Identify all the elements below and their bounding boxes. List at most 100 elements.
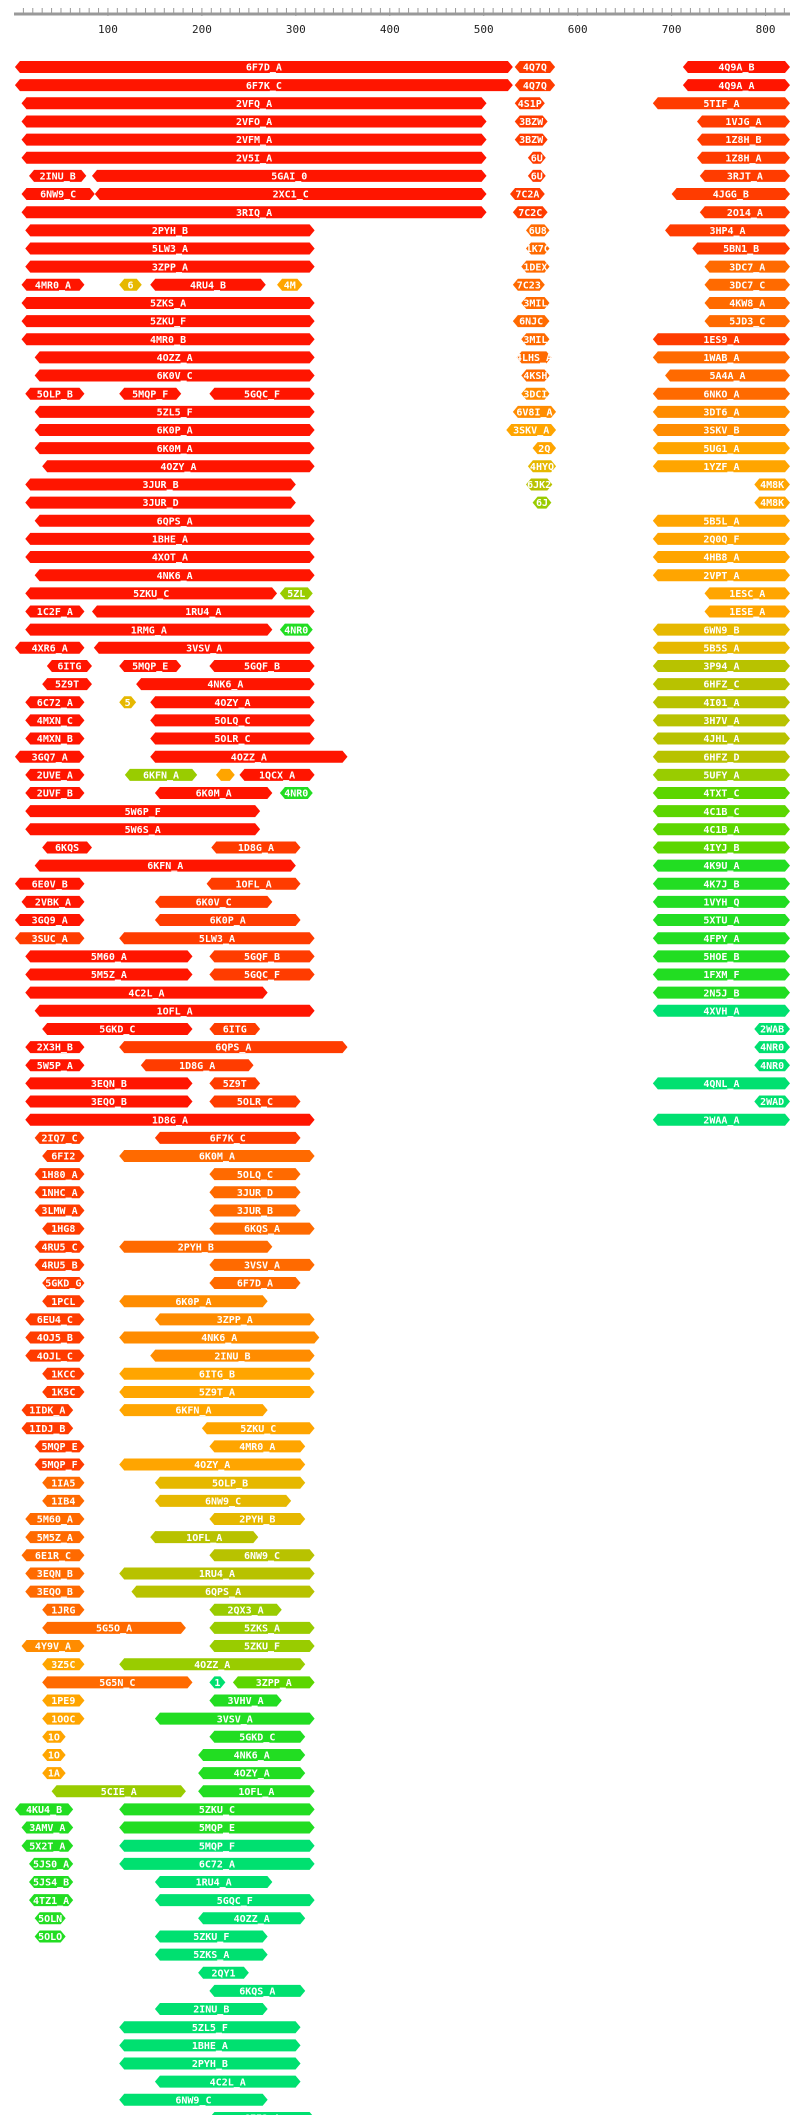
hit-bar[interactable]: 5ZKS_A bbox=[209, 1621, 315, 1635]
hit-bar[interactable]: 2QX3_A bbox=[209, 1603, 282, 1617]
hit-bar[interactable]: 6FI2_A bbox=[209, 2111, 314, 2115]
hit-bar[interactable]: 5LW3_A bbox=[25, 242, 315, 256]
hit-bar[interactable]: 4HB8_A bbox=[652, 551, 790, 564]
hit-bar[interactable]: 1K5C bbox=[42, 1385, 85, 1399]
hit-bar[interactable]: 5B5S_A bbox=[652, 641, 790, 655]
hit-bar[interactable]: 4NK6_A bbox=[119, 1331, 320, 1345]
hit-bar[interactable]: 4OJ5_B bbox=[25, 1331, 85, 1345]
hit-bar[interactable]: 6F7K_C bbox=[154, 1131, 301, 1145]
hit-bar[interactable]: 6F7D_A bbox=[14, 61, 513, 74]
hit-bar[interactable]: 1YZF_A bbox=[652, 460, 790, 473]
hit-bar[interactable]: 4S1P bbox=[514, 97, 545, 110]
hit-bar[interactable]: 3VSV_A bbox=[93, 641, 315, 655]
hit-bar[interactable]: 6U bbox=[527, 169, 546, 183]
hit-bar[interactable]: 6K0P_A bbox=[154, 914, 301, 927]
hit-bar[interactable]: 4MR0_A bbox=[209, 1440, 306, 1453]
hit-bar[interactable]: 1PCL bbox=[42, 1295, 85, 1308]
hit-bar[interactable]: 2WAB bbox=[754, 1022, 790, 1036]
hit-bar[interactable]: 5Z9T bbox=[42, 678, 92, 691]
hit-bar[interactable]: 2V5I_A bbox=[21, 151, 487, 165]
hit-bar[interactable]: 1OFL_A bbox=[34, 1004, 315, 1018]
hit-bar[interactable]: 3JUR_D bbox=[209, 1186, 301, 1199]
hit-bar[interactable]: 1O bbox=[42, 1748, 66, 1762]
hit-bar[interactable]: 3MIL bbox=[521, 296, 550, 310]
hit-bar[interactable]: 4OZY_A bbox=[42, 460, 315, 473]
hit-bar[interactable]: 4OJL_C bbox=[25, 1349, 85, 1363]
hit-bar[interactable]: 6NW9_C bbox=[21, 188, 95, 201]
hit-bar[interactable]: 6QPS_A bbox=[131, 1585, 315, 1599]
hit-bar[interactable]: 4HYQ bbox=[527, 460, 557, 473]
hit-bar[interactable]: 2INU_B bbox=[150, 1349, 315, 1363]
hit-bar[interactable]: 1Z8H_B bbox=[696, 133, 790, 147]
hit-bar[interactable]: 5OLN bbox=[34, 1912, 66, 1925]
hit-bar[interactable]: 3GQ7_A bbox=[14, 750, 85, 764]
hit-bar[interactable]: 5GKD_G bbox=[42, 1277, 85, 1290]
hit-bar[interactable]: 5GQF_B bbox=[209, 950, 315, 963]
hit-bar[interactable]: 4Q7Q bbox=[514, 61, 556, 74]
hit-bar[interactable]: 5GKD_C bbox=[209, 1730, 306, 1744]
hit-bar[interactable]: 4OZY_A bbox=[119, 1458, 306, 1472]
hit-bar[interactable]: 5W6P_F bbox=[25, 805, 261, 818]
hit-bar[interactable]: 4QNL_A bbox=[652, 1077, 790, 1090]
hit-bar[interactable]: 2PYH_B bbox=[119, 2057, 301, 2071]
hit-bar[interactable]: 3HP4_A bbox=[665, 224, 790, 237]
hit-bar[interactable]: 1OFL_A bbox=[150, 1531, 259, 1544]
hit-bar[interactable]: 2VFO_A bbox=[21, 115, 487, 128]
hit-bar[interactable]: 1IDJ_B bbox=[21, 1422, 74, 1435]
hit-bar[interactable]: 1ESE_A bbox=[704, 605, 790, 619]
hit-bar[interactable]: 5GAI_0 bbox=[91, 169, 487, 183]
hit-bar[interactable]: 4K9U_A bbox=[652, 859, 790, 873]
hit-bar[interactable]: 5HOE_B bbox=[652, 950, 790, 963]
hit-bar[interactable]: 5TIF_A bbox=[652, 97, 790, 110]
hit-bar[interactable]: 4OZZ_A bbox=[119, 1658, 306, 1671]
hit-bar[interactable]: 5ZKU_C bbox=[201, 1422, 315, 1435]
hit-bar[interactable]: 1ESC_A bbox=[704, 587, 790, 600]
hit-bar[interactable]: 6J bbox=[532, 496, 552, 510]
hit-bar[interactable]: 4MXN_B bbox=[25, 732, 85, 746]
hit-bar[interactable]: 4Q9A_A bbox=[682, 79, 790, 92]
hit-bar[interactable]: 2O14_A bbox=[699, 206, 790, 219]
hit-bar[interactable]: 5GQC_F bbox=[209, 387, 315, 401]
hit-bar[interactable]: 1OOC bbox=[42, 1712, 85, 1726]
hit-bar[interactable]: 6EU4_C bbox=[25, 1313, 85, 1326]
hit-bar[interactable]: 6QPS_A bbox=[34, 514, 315, 528]
hit-bar[interactable]: 4NR0 bbox=[279, 787, 313, 800]
hit-bar[interactable]: 5ZL5_F bbox=[34, 405, 315, 419]
hit-bar[interactable]: 5X2T_A bbox=[21, 1839, 74, 1853]
hit-bar[interactable]: 6KQS_A bbox=[209, 1222, 315, 1236]
hit-bar[interactable]: 5ZL5_F bbox=[119, 2021, 301, 2034]
hit-bar[interactable]: 5ZKS_A bbox=[21, 296, 315, 310]
hit-bar[interactable]: 2PYH_B bbox=[119, 1240, 273, 1254]
hit-bar[interactable]: 4MXN_C bbox=[25, 714, 85, 727]
hit-bar[interactable]: 5ZKU_C bbox=[119, 1803, 315, 1816]
hit-bar[interactable]: 2UVE_A bbox=[25, 768, 85, 782]
hit-bar[interactable]: 1DEX bbox=[521, 260, 550, 274]
hit-bar[interactable]: 5GQC_F bbox=[209, 968, 315, 982]
hit-bar[interactable]: 3DCI bbox=[521, 387, 550, 401]
hit-bar[interactable]: 5OLQ_C bbox=[209, 1168, 301, 1181]
hit-bar[interactable]: 5ZKU_F bbox=[209, 1640, 315, 1653]
hit-bar[interactable]: 4TZ1_A bbox=[29, 1894, 74, 1907]
hit-bar[interactable]: 5GKD_C bbox=[42, 1022, 193, 1036]
hit-bar[interactable]: 5MQP_F bbox=[119, 1839, 315, 1853]
hit-bar[interactable]: 4M bbox=[277, 278, 303, 292]
hit-bar[interactable]: 6NKO_A bbox=[652, 387, 790, 401]
hit-bar[interactable]: 1 bbox=[209, 1676, 226, 1689]
hit-bar[interactable]: 1HG8 bbox=[42, 1222, 85, 1236]
hit-bar[interactable]: 2VFQ_A bbox=[21, 97, 487, 110]
hit-bar[interactable]: 1BHE_A bbox=[119, 2039, 301, 2052]
hit-bar[interactable]: 4JHL_A bbox=[652, 732, 790, 746]
hit-bar[interactable]: 3DC7_C bbox=[704, 278, 790, 292]
hit-bar[interactable]: 4Q9A_B bbox=[682, 61, 790, 74]
hit-bar[interactable]: 2WAA_A bbox=[652, 1113, 790, 1127]
hit-bar[interactable]: 3SKV_A bbox=[506, 424, 557, 437]
hit-bar[interactable]: 5A4A_A bbox=[665, 369, 790, 383]
hit-bar[interactable]: 2INU_B bbox=[154, 2003, 268, 2016]
hit-bar[interactable]: 1O bbox=[42, 1730, 66, 1744]
hit-bar[interactable]: 1KCC bbox=[42, 1367, 85, 1381]
hit-bar[interactable]: 6ITG bbox=[46, 659, 92, 673]
hit-bar[interactable]: 3SUC_A bbox=[14, 932, 85, 945]
hit-bar[interactable]: 2VPT_A bbox=[652, 569, 790, 582]
hit-bar[interactable]: 6WN9_B bbox=[652, 623, 790, 637]
hit-bar[interactable]: 3ZPP_A bbox=[25, 260, 315, 274]
